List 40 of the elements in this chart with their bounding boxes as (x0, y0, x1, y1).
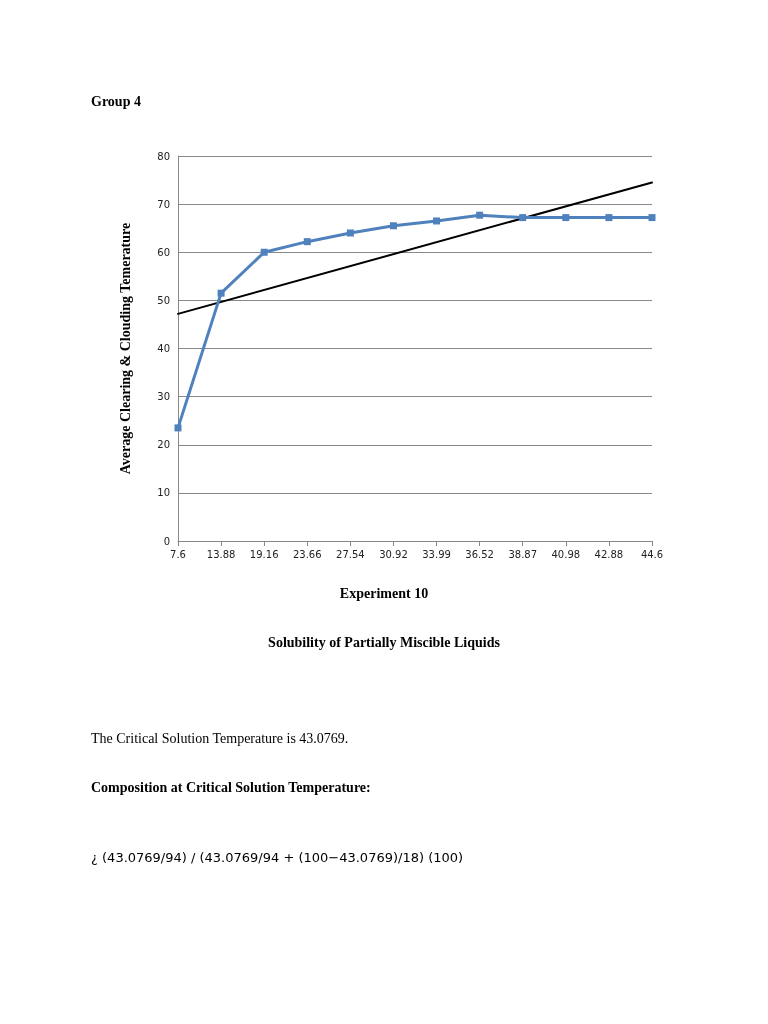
y-tick-label: 40 (157, 343, 170, 354)
point (476, 211, 484, 219)
x-tick-label: 36.52 (465, 548, 494, 560)
text: Solubility of Partially Miscible Liquids (267, 635, 501, 651)
y-axis-title: Average Clearing & Clouding Temerature (117, 222, 133, 475)
point (648, 214, 656, 222)
y-tick-label: 0 (163, 535, 170, 547)
point (303, 238, 311, 246)
y-tick-label: 10 (157, 487, 170, 499)
x-tick-label: 19.16 (249, 548, 279, 560)
x-tick-label: 7.6 (170, 548, 186, 560)
x-tick-label: 44.6 (640, 548, 664, 560)
point (346, 229, 354, 237)
point (519, 214, 527, 222)
y-tick-label: 80 (157, 150, 170, 162)
y-tick-label: 30 (157, 391, 170, 403)
x-tick-label: 27.54 (336, 548, 365, 560)
x-tick-label: 23.66 (292, 548, 322, 560)
x-tick-label: 40.98 (551, 548, 581, 560)
x-tick-label: 38.87 (508, 548, 538, 560)
x-tick-label: 30.92 (379, 548, 408, 560)
text: ¿ (43.0769/94) / (43.0769/94 + (100−43.0769)/18) (100) (91, 850, 464, 865)
text: Composition at Critical Solution Temperature: (91, 780, 371, 796)
y-tick-label: 20 (157, 439, 170, 451)
point (174, 424, 182, 432)
x-tick-label: 33.99 (422, 548, 451, 560)
y-tick-label: 50 (157, 294, 170, 306)
point (260, 248, 268, 256)
point (389, 222, 397, 230)
chart-title: Group 4 (91, 94, 141, 110)
point (433, 217, 441, 225)
x-axis-title: Experiment 10 (338, 586, 430, 602)
point (562, 214, 570, 222)
x-tick-label: 13.88 (206, 548, 236, 560)
y-tick-label: 60 (157, 246, 170, 258)
point (217, 289, 225, 297)
text: The Critical Solution Temperature is 43.0769. (91, 731, 349, 747)
point (605, 214, 613, 222)
x-tick-label: 42.88 (594, 548, 624, 560)
y-tick-label: 70 (157, 198, 170, 210)
